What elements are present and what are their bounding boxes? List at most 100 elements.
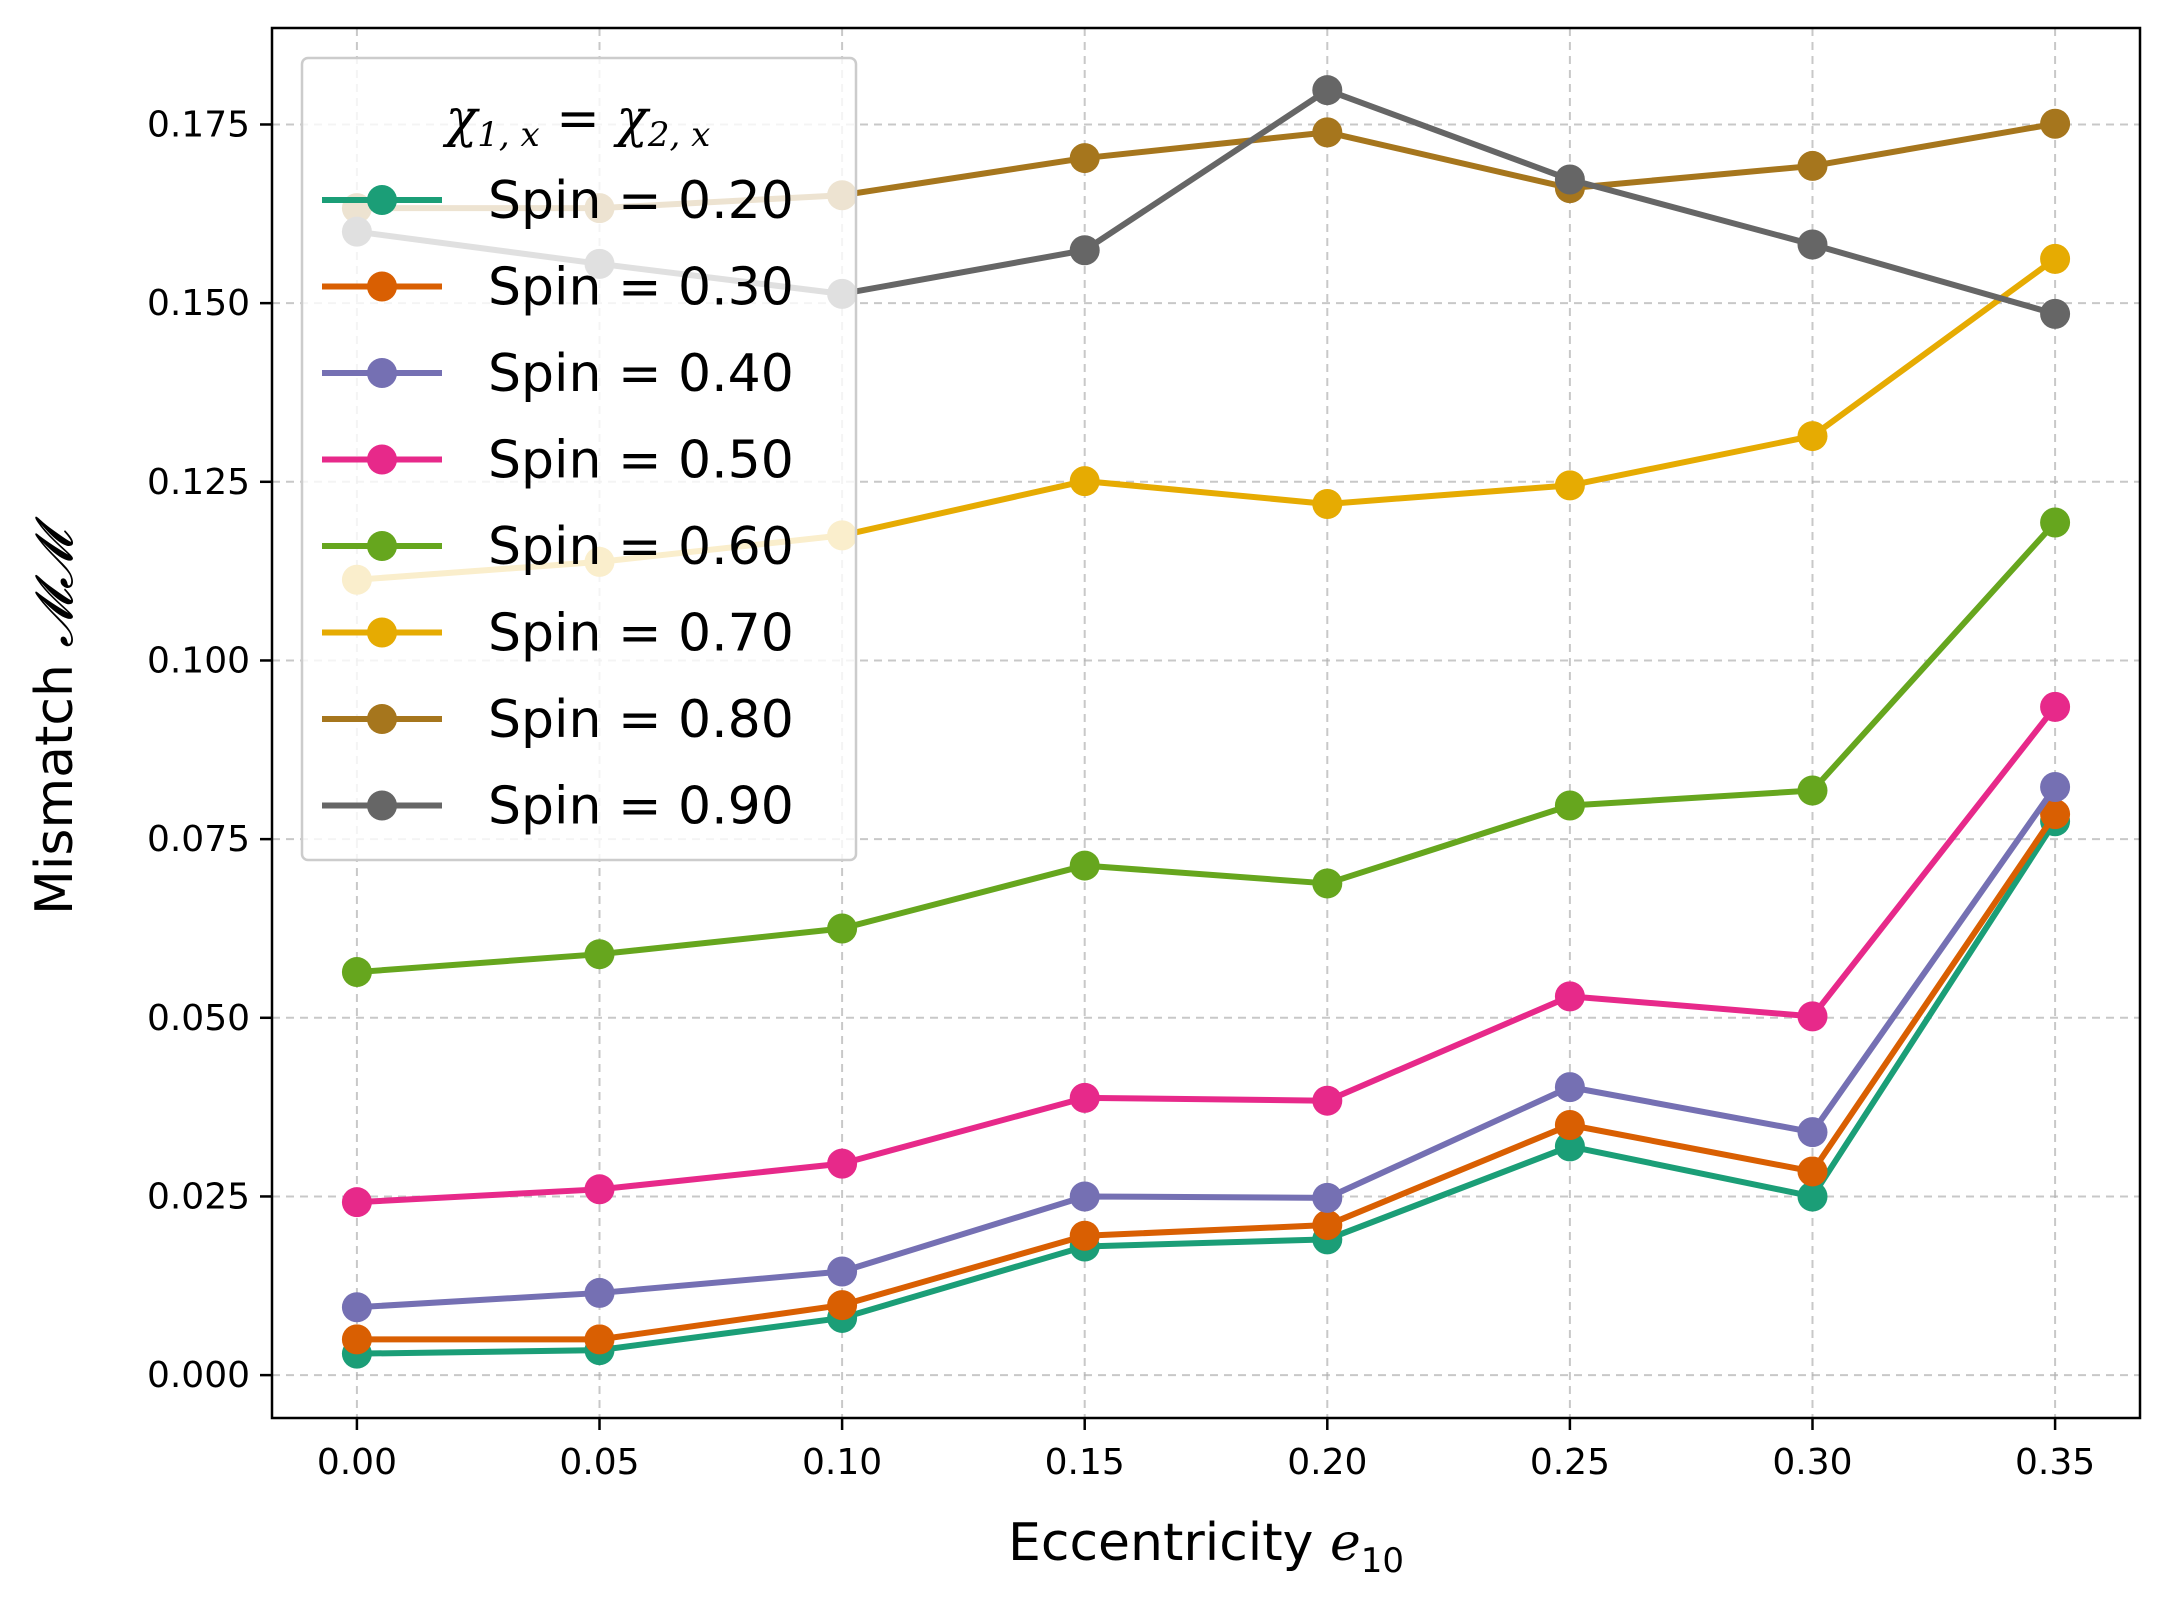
data-point (341, 1292, 372, 1323)
series-line (356, 812, 2058, 1343)
data-point (1554, 790, 1585, 821)
legend-entry: Spin = 0.80 (322, 690, 794, 750)
legend-title-chi-1: χ (442, 89, 481, 149)
legend-label: Spin = 0.20 (488, 171, 794, 231)
data-point (1069, 1082, 1100, 1113)
data-point (341, 957, 372, 988)
legend-swatch-marker (367, 358, 397, 388)
plot-frame (270, 26, 2142, 1420)
y-tick-label: 0.125 (147, 462, 250, 503)
legend-entry: Spin = 0.40 (322, 344, 794, 404)
series-line (356, 785, 2058, 1311)
x-axis-label-text: Eccentricity (1008, 1513, 1313, 1573)
data-point (1554, 1072, 1585, 1103)
data-point (2040, 108, 2071, 139)
x-tick-label: 0.00 (317, 1442, 397, 1483)
y-axis-label-symbol: 𝓜𝓜 (25, 516, 85, 647)
legend-swatch-marker (367, 444, 397, 475)
data-point (1312, 1182, 1343, 1213)
data-point (1312, 75, 1343, 106)
x-tick-label: 0.25 (1530, 1442, 1610, 1483)
series-line (356, 819, 2058, 1357)
data-point (1312, 117, 1343, 148)
legend-title-sub-1: 1, x (477, 115, 539, 155)
data-point (1797, 150, 1828, 181)
legend-swatch-marker (367, 531, 397, 561)
data-point (1797, 1181, 1828, 1212)
series-3 (341, 691, 2071, 1218)
data-point (2040, 243, 2071, 274)
legend-label: Spin = 0.30 (488, 258, 794, 318)
data-point (1797, 1117, 1828, 1148)
legend-swatch-marker (367, 790, 397, 821)
x-tick-label: 0.20 (1287, 1442, 1367, 1483)
legend-title-equals: = (540, 89, 617, 149)
legend-box (300, 56, 858, 862)
legend-label: Spin = 0.80 (488, 690, 794, 750)
data-point (827, 1256, 858, 1287)
legend-swatch-marker (367, 271, 397, 302)
legend-entry: Spin = 0.50 (322, 431, 794, 491)
data-point (1312, 1210, 1343, 1241)
legend-entry: Spin = 0.90 (322, 777, 794, 837)
data-point (584, 1174, 615, 1205)
data-point (1797, 1001, 1828, 1032)
data-point (1554, 470, 1585, 501)
x-tick-label: 0.10 (802, 1442, 882, 1483)
legend-entry: Spin = 0.70 (322, 604, 794, 664)
legend-title-sub-2: 2, x (647, 115, 710, 155)
series-2 (341, 771, 2071, 1323)
data-point (827, 1148, 858, 1179)
series-layer (341, 75, 2071, 1369)
data-point (341, 1324, 372, 1355)
legend-label: Spin = 0.50 (488, 431, 794, 491)
data-point (1797, 775, 1828, 806)
y-tick-label: 0.175 (147, 104, 250, 145)
data-point (2040, 799, 2071, 830)
data-point (584, 1277, 615, 1308)
y-axis-label-text: Mismatch (25, 664, 85, 915)
data-point (1312, 488, 1343, 519)
legend-entry: Spin = 0.20 (322, 171, 794, 231)
data-point (1069, 850, 1100, 881)
legend-swatch-marker (367, 704, 397, 734)
data-point (1312, 868, 1343, 899)
legend-entry: Spin = 0.30 (322, 258, 794, 318)
data-point (1554, 1131, 1585, 1162)
data-point (1069, 1181, 1100, 1212)
data-point (1554, 1109, 1585, 1140)
data-point (584, 939, 615, 970)
series-line (356, 520, 2058, 976)
legend-title-chi-2: χ (612, 89, 651, 149)
data-point (2040, 771, 2071, 802)
data-point (1069, 143, 1100, 174)
legend-swatch-marker (367, 617, 397, 648)
x-tick-label: 0.05 (559, 1442, 639, 1483)
y-tick-label: 0.150 (147, 283, 250, 324)
legend-title: χ1, x = χ2, x (442, 89, 711, 155)
data-point (2040, 298, 2071, 329)
x-axis-label-symbol: e (1330, 1513, 1361, 1573)
data-point (584, 1324, 615, 1355)
y-tick-label: 0.025 (147, 1176, 250, 1217)
data-point (341, 1187, 372, 1218)
data-point (827, 913, 858, 944)
legend-label: Spin = 0.90 (488, 777, 794, 837)
data-point (1069, 1220, 1100, 1251)
data-point (2040, 691, 2071, 722)
x-tick-label: 0.30 (1772, 1442, 1852, 1483)
data-point (1797, 1156, 1828, 1187)
ticks-layer: 0.00 0.05 0.10 0.15 0.20 0.25 0.30 0.35 0.000 0.0… (147, 104, 2095, 1483)
legend-swatch-marker (367, 185, 397, 215)
x-tick-label: 0.15 (1045, 1442, 1125, 1483)
x-axis-label: Eccentricity e10 (1008, 1513, 1404, 1581)
data-point (1554, 164, 1585, 195)
y-axis-label: Mismatch 𝓜𝓜 (25, 516, 85, 915)
y-tick-label: 0.000 (147, 1355, 250, 1396)
y-tick-label: 0.050 (147, 998, 250, 1039)
series-line (356, 705, 2058, 1206)
legend-entry: Spin = 0.60 (322, 517, 794, 577)
y-tick-label: 0.075 (147, 819, 250, 860)
